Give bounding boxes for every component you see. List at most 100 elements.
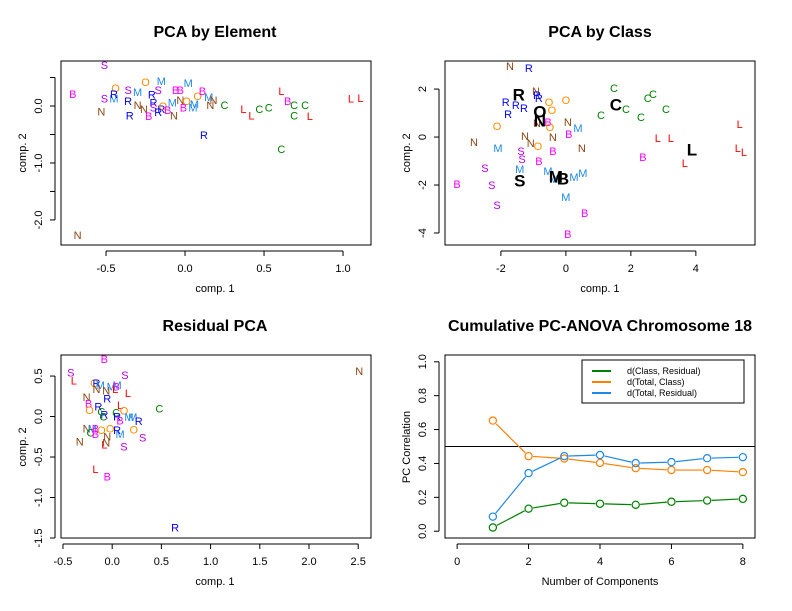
scatter-point-C: C bbox=[290, 100, 298, 112]
scatter-point-C: C bbox=[644, 93, 652, 105]
scatter-point-L: L bbox=[307, 111, 313, 123]
scatter-point-O: O bbox=[193, 91, 202, 103]
scatter-point-S: S bbox=[101, 60, 108, 72]
x-axis-label: comp. 1 bbox=[195, 576, 234, 588]
scatter-point-C: C bbox=[637, 112, 645, 124]
scatter-point-C: C bbox=[87, 428, 95, 440]
scatter-point-O: O bbox=[85, 405, 94, 417]
x-tick-label: 0 bbox=[563, 263, 569, 275]
series-point bbox=[667, 457, 676, 467]
centroid-M: M bbox=[549, 168, 563, 187]
scatter-point-O: O bbox=[534, 141, 543, 153]
scatter-point-R: R bbox=[520, 103, 528, 115]
x-tick-label: 0 bbox=[454, 556, 460, 568]
scatter-point-M: M bbox=[578, 168, 587, 180]
scatter-point-B: B bbox=[544, 117, 551, 129]
scatter-point-N: N bbox=[102, 385, 110, 397]
x-tick-label: 4 bbox=[597, 556, 603, 568]
scatter-point-R: R bbox=[157, 104, 165, 116]
x-axis-label: Number of Components bbox=[542, 576, 659, 588]
scatter-point-M: M bbox=[515, 164, 524, 176]
scatter-point-B: B bbox=[581, 208, 588, 220]
x-tick-label: 2 bbox=[628, 263, 634, 275]
scatter-point-N: N bbox=[527, 138, 535, 150]
scatter-point-N: N bbox=[74, 230, 82, 242]
scatter-point-R: R bbox=[94, 402, 102, 414]
scatter-point-C: C bbox=[112, 407, 120, 419]
scatter-point-R: R bbox=[171, 522, 179, 534]
centroid-C: C bbox=[610, 96, 622, 115]
series-point bbox=[631, 500, 640, 509]
scatter-point-O: O bbox=[493, 121, 502, 133]
scatter-point-S: S bbox=[488, 180, 495, 192]
series-point bbox=[595, 450, 605, 460]
scatter-point-M: M bbox=[107, 381, 116, 393]
scatter-point-B: B bbox=[145, 111, 152, 123]
scatter-point-N: N bbox=[564, 117, 572, 129]
scatter-point-O: O bbox=[130, 424, 139, 436]
line-series bbox=[488, 416, 748, 532]
scatter-point-C: C bbox=[221, 100, 229, 112]
series-segment bbox=[711, 456, 739, 459]
scatter-point-M: M bbox=[549, 174, 558, 186]
legend: d(Class, Residual)d(Total, Class)d(Total… bbox=[581, 359, 745, 404]
scatter-point-R: R bbox=[103, 394, 111, 406]
scatter-point-S: S bbox=[481, 163, 488, 175]
panel-pca-by-class: PCA by Class comp. 1 comp. 2 -2 0 2 4 20-2-… bbox=[401, 24, 756, 295]
scatter-point-C: C bbox=[622, 104, 630, 116]
scatter-point-N: N bbox=[355, 366, 363, 378]
scatter-point-M: M bbox=[168, 98, 177, 110]
scatter-point-M: M bbox=[569, 172, 578, 184]
scatter-point-C: C bbox=[649, 89, 657, 101]
scatter-point-S: S bbox=[121, 370, 128, 382]
series-point bbox=[667, 465, 676, 475]
scatter-point-S: S bbox=[124, 85, 131, 97]
x-axis-label: comp. 1 bbox=[195, 283, 234, 295]
y-tick-label: 0.0 bbox=[33, 98, 45, 113]
scatter-point-O: O bbox=[97, 425, 106, 437]
series-point bbox=[488, 523, 498, 532]
scatter-point-L: L bbox=[668, 133, 674, 145]
scatter-point-L: L bbox=[278, 86, 284, 98]
scatter-point-S: S bbox=[139, 432, 146, 444]
y-tick-label: 0.0 bbox=[417, 524, 429, 539]
scatter-point-C: C bbox=[610, 83, 618, 95]
scatter-point-M: M bbox=[109, 94, 118, 106]
series-segment bbox=[532, 457, 561, 472]
scatter-point-M: M bbox=[573, 123, 582, 135]
y-axis-label: PC Correlation bbox=[401, 411, 413, 483]
series-point bbox=[738, 494, 748, 504]
scatter-point-B: B bbox=[180, 102, 187, 114]
x-tick-label: 2.5 bbox=[351, 556, 366, 568]
y-tick-label: -1.0 bbox=[33, 488, 45, 507]
scatter-point-N: N bbox=[470, 137, 478, 149]
y-tick-label: 0.5 bbox=[33, 368, 45, 383]
scatter-point-M: M bbox=[493, 143, 502, 155]
x-tick-label: 8 bbox=[740, 556, 746, 568]
scatter-point-B: B bbox=[177, 85, 184, 97]
x-tick-label: -0.5 bbox=[97, 263, 116, 275]
series-point bbox=[631, 458, 640, 468]
scatter-point-N: N bbox=[140, 104, 148, 116]
series-point bbox=[667, 497, 676, 506]
scatter-point-L: L bbox=[682, 158, 688, 170]
scatter-point-C: C bbox=[99, 411, 107, 423]
series-segment bbox=[604, 503, 632, 506]
series-segment bbox=[711, 469, 739, 473]
series-segment bbox=[495, 476, 527, 514]
scatter-point-B: B bbox=[453, 179, 460, 191]
scatter-point-R: R bbox=[525, 63, 533, 75]
x-tick-label: 0.5 bbox=[256, 263, 271, 275]
scatter-point-R: R bbox=[124, 96, 132, 108]
scatter-point-C: C bbox=[662, 104, 670, 116]
centroid-O: O bbox=[533, 103, 546, 122]
scatter-point-R: R bbox=[504, 109, 512, 121]
x-axis: 0 2 4 6 8 bbox=[454, 543, 746, 568]
scatter-point-M: M bbox=[157, 76, 166, 88]
scatter-point-R: R bbox=[535, 93, 543, 105]
scatter-point-M: M bbox=[115, 429, 124, 441]
y-axis: 0.0 -1.0 -2.0 bbox=[33, 77, 56, 229]
series-segment bbox=[675, 458, 703, 463]
y-tick-label: -1.5 bbox=[33, 529, 45, 548]
